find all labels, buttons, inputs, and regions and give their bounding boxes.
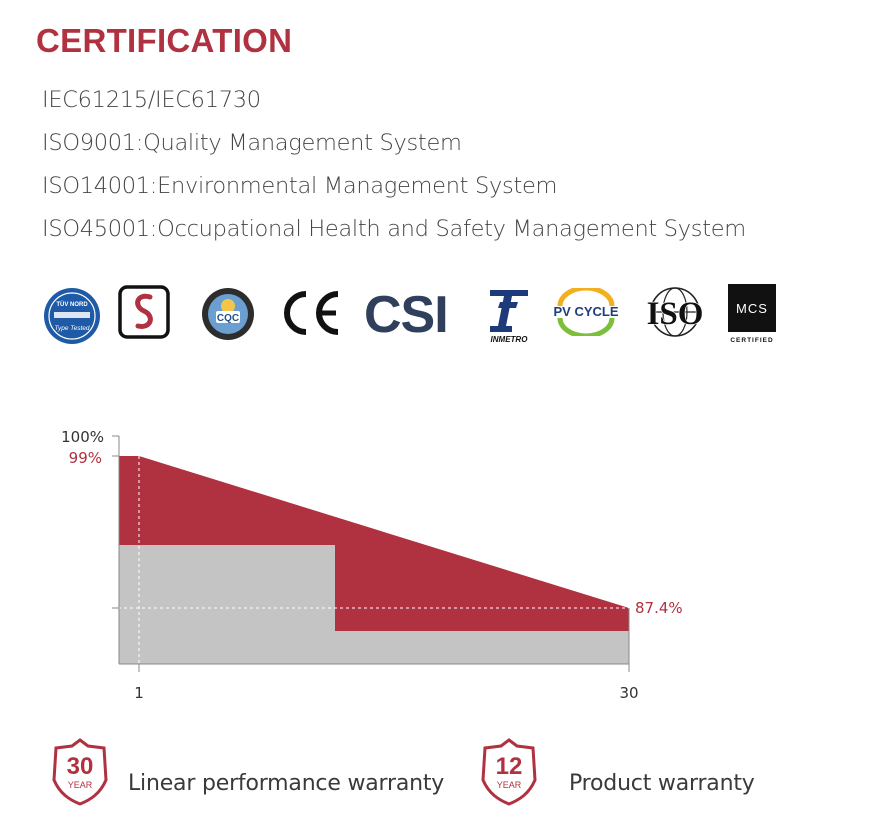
s-mark-logo (118, 285, 170, 339)
mcs-logo: MCS CERTIFIED (728, 284, 776, 344)
tuv-nord-logo: TÜV NORD Type Tested (44, 288, 100, 344)
mcs-sub-text: CERTIFIED (730, 337, 773, 344)
cqc-text: CQC (217, 313, 239, 324)
cqc-logo: CQC (202, 288, 254, 340)
page-title: CERTIFICATION (36, 22, 293, 59)
iso-text: ISO (647, 296, 704, 332)
y-tick-label: 100% (61, 428, 104, 446)
csi-logo: CSI (364, 288, 449, 338)
inmetro-text: INMETRO (491, 335, 529, 344)
csi-text: CSI (364, 288, 448, 338)
x-tick-label: 30 (619, 684, 638, 702)
mcs-text: MCS (736, 301, 768, 316)
certification-item: ISO9001:Quality Management System (42, 130, 462, 156)
pvcycle-text: PV CYCLE (553, 304, 618, 319)
shield-icon: 12 YEAR (481, 738, 537, 806)
pv-cycle-logo: PV CYCLE (553, 288, 619, 336)
x-tick-label: 1 (134, 684, 144, 702)
warranty-label: Product warranty (569, 771, 755, 796)
tuv-top-text: TÜV NORD (56, 301, 88, 308)
tuv-bottom-text: Type Tested (54, 325, 89, 332)
certification-logos: TÜV NORD Type Tested CQC CSI INMETRO PV … (40, 280, 800, 350)
warranty-label: Linear performance warranty (128, 771, 445, 796)
ce-logo (284, 291, 339, 335)
iso-logo: ISO (646, 287, 704, 337)
inmetro-logo: INMETRO (490, 290, 529, 344)
warranty-years-unit: YEAR (68, 780, 93, 790)
warranty-chart: 100% 99% 87.4% 1 30 (61, 428, 683, 702)
warranty-years-unit: YEAR (497, 780, 522, 790)
certification-item: IEC61215/IEC61730 (42, 87, 261, 113)
warranty-years-number: 30 (67, 753, 94, 780)
end-value-label: 87.4% (635, 599, 683, 617)
start-value-label: 99% (69, 449, 102, 467)
certification-item: ISO45001:Occupational Health and Safety … (42, 216, 746, 242)
warranty-step-area (119, 545, 629, 664)
certification-list: IEC61215/IEC61730 ISO9001:Quality Manage… (42, 84, 746, 256)
shield-icon: 30 YEAR (52, 738, 108, 806)
warranty-years-number: 12 (496, 753, 523, 780)
certification-item: ISO14001:Environmental Management System (42, 173, 558, 199)
